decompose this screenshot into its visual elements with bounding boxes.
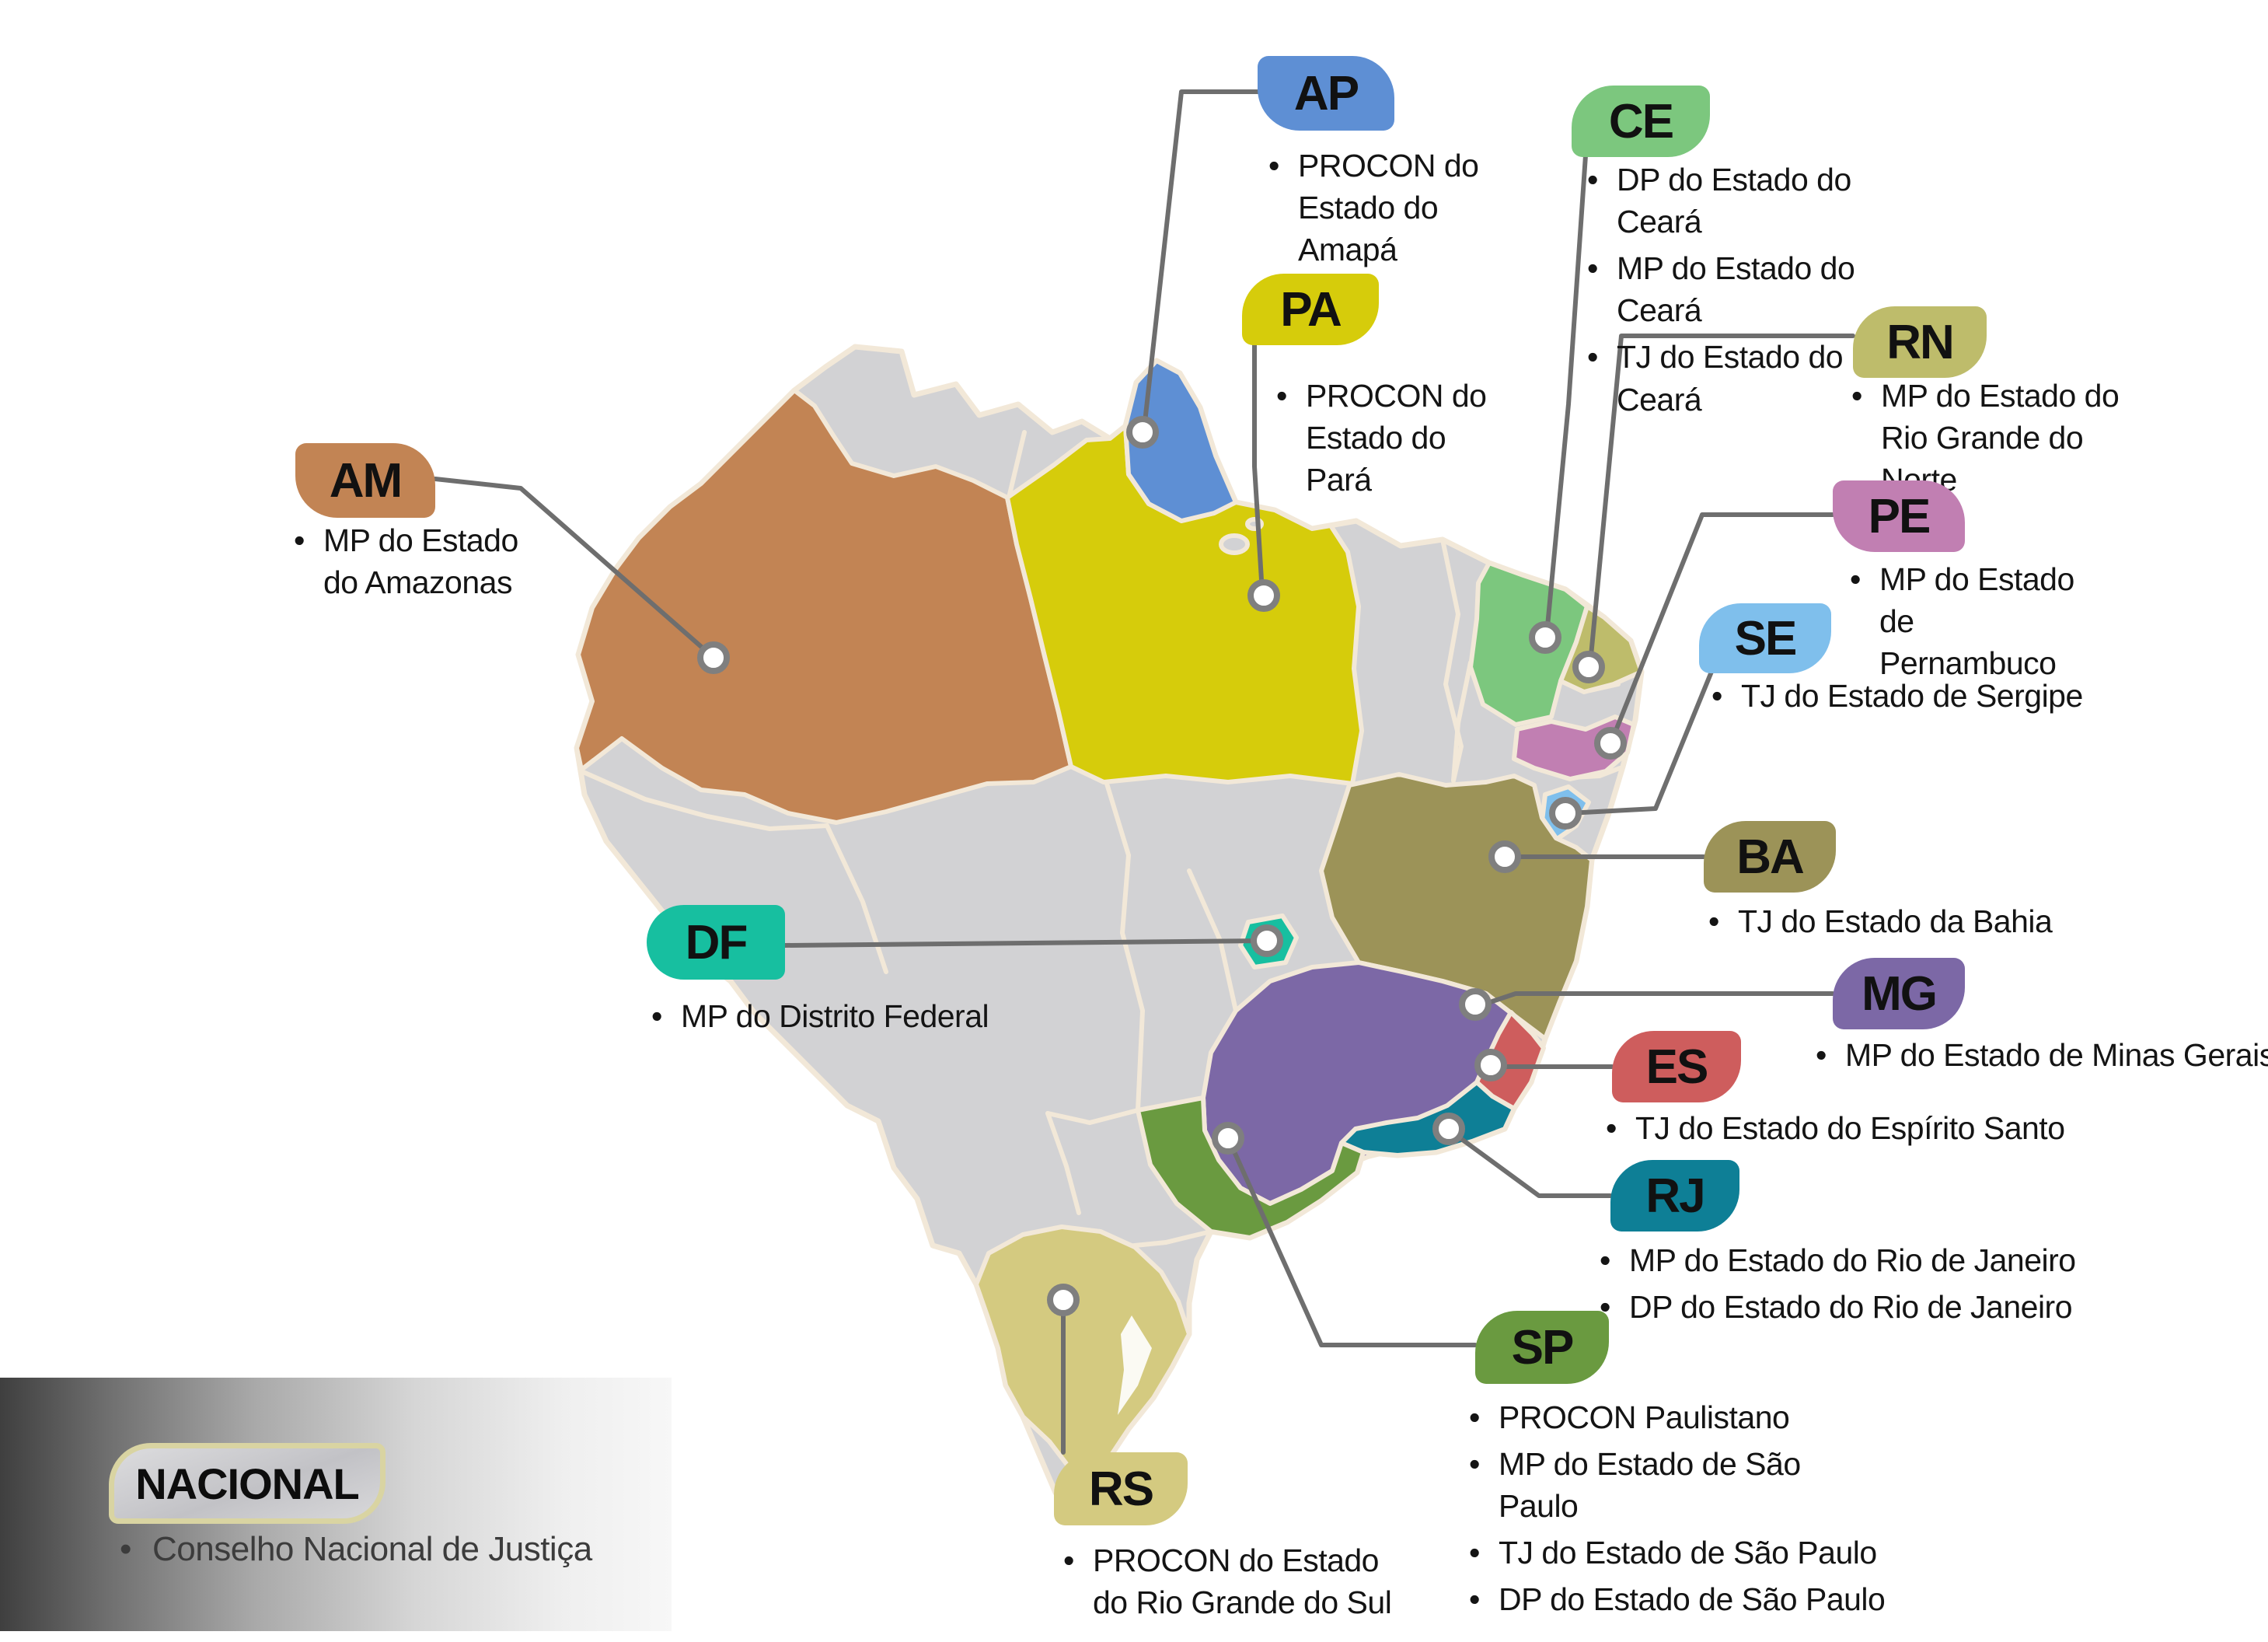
institution-item: PROCON Paulistano bbox=[1467, 1396, 1887, 1438]
state-shape-sp bbox=[1136, 1095, 1366, 1240]
institution-item: Conselho Nacional de Justiça bbox=[118, 1530, 631, 1569]
state-badge-se: SE bbox=[1699, 603, 1831, 673]
state-institutions-ce: DP do Estado do CearáMP do Estado do Cea… bbox=[1586, 159, 1928, 425]
state-badge-ap: AP bbox=[1258, 56, 1394, 131]
state-badge-rn: RN bbox=[1853, 306, 1987, 378]
state-institutions-se: TJ do Estado de Sergipe bbox=[1710, 675, 2091, 721]
marker-pe bbox=[1594, 727, 1627, 760]
state-institutions-ap: PROCON do Estado do Amapá bbox=[1267, 145, 1508, 275]
marker-rn bbox=[1572, 651, 1605, 683]
institution-item: DP do Estado de São Paulo bbox=[1467, 1578, 1887, 1620]
institution-item: TJ do Estado de Sergipe bbox=[1710, 675, 2091, 717]
institution-item: PROCON do Estado do Rio Grande do Sul bbox=[1062, 1539, 1404, 1623]
state-institutions-ba: TJ do Estado da Bahia bbox=[1707, 900, 2057, 947]
connector-df bbox=[783, 938, 1269, 948]
institution-item: MP do Estado de Minas Gerais bbox=[1814, 1034, 2268, 1076]
state-badge-mg: MG bbox=[1833, 958, 1965, 1029]
state-badge-ce: CE bbox=[1572, 86, 1710, 157]
institution-item: PROCON do Estado do Amapá bbox=[1267, 145, 1508, 271]
state-institutions-es: TJ do Estado do Espírito Santo bbox=[1604, 1107, 2071, 1154]
state-badge-es: ES bbox=[1612, 1031, 1741, 1102]
institution-item: MP do Estado do Amazonas bbox=[292, 519, 533, 603]
state-badge-sp: SP bbox=[1475, 1311, 1609, 1384]
connector-pe bbox=[1610, 512, 1835, 742]
marker-pa bbox=[1247, 579, 1280, 612]
state-institutions-rs: PROCON do Estado do Rio Grande do Sul bbox=[1062, 1539, 1404, 1628]
institution-item: MP do Distrito Federal bbox=[650, 995, 1000, 1037]
connector-ap bbox=[1142, 89, 1260, 431]
state-institutions-df: MP do Distrito Federal bbox=[650, 995, 1000, 1042]
state-shape-rj bbox=[1339, 1080, 1516, 1158]
marker-rj bbox=[1432, 1113, 1465, 1145]
marajo-island bbox=[1219, 533, 1250, 555]
state-badge-rs: RS bbox=[1054, 1452, 1188, 1525]
marker-df bbox=[1251, 924, 1283, 957]
marker-se bbox=[1549, 797, 1582, 830]
state-badge-pa: PA bbox=[1242, 274, 1379, 345]
connector-sp bbox=[1227, 1139, 1478, 1347]
marker-am bbox=[697, 641, 730, 674]
institution-item: MP do Estado de Pernambuco bbox=[1848, 558, 2097, 684]
state-institutions-pa: PROCON do Estado do Pará bbox=[1275, 375, 1516, 505]
institution-item: MP do Estado do Rio de Janeiro bbox=[1598, 1239, 2080, 1281]
state-institutions-rj: MP do Estado do Rio de Janeiro DP do Esta… bbox=[1598, 1239, 2080, 1333]
marker-ap bbox=[1126, 416, 1159, 449]
marker-ba bbox=[1488, 840, 1521, 873]
state-shape-ba bbox=[1319, 772, 1594, 1041]
state-institutions-am: MP do Estado do Amazonas bbox=[292, 519, 533, 608]
state-badge-ba: BA bbox=[1704, 821, 1836, 893]
institution-item: TJ do Estado de São Paulo bbox=[1467, 1532, 1887, 1574]
state-badge-am: AM bbox=[295, 443, 435, 518]
marker-sp bbox=[1212, 1122, 1244, 1155]
location-markers bbox=[697, 416, 1627, 1316]
state-badge-df: DF bbox=[647, 905, 785, 980]
state-shape-am bbox=[574, 388, 1073, 825]
state-shape-ce bbox=[1468, 561, 1589, 727]
national-badge-label: NACIONAL bbox=[135, 1459, 360, 1508]
state-institutions-mg: MP do Estado de Minas Gerais bbox=[1814, 1034, 2268, 1081]
institution-item: DP do Estado do Ceará bbox=[1586, 159, 1928, 243]
state-institutions-pe: MP do Estado de Pernambuco bbox=[1848, 558, 2097, 689]
institution-item: TJ do Estado da Bahia bbox=[1707, 900, 2057, 942]
institution-item: PROCON do Estado do Pará bbox=[1275, 375, 1516, 501]
marker-mg bbox=[1459, 988, 1492, 1021]
state-institutions-sp: PROCON Paulistano MP do Estado de São Pau… bbox=[1467, 1396, 1887, 1626]
institution-item: MP do Estado de São Paulo bbox=[1467, 1443, 1887, 1527]
state-badge-pe: PE bbox=[1833, 480, 1965, 552]
state-institutions-rn: MP do Estado do Rio Grande do Norte bbox=[1850, 375, 2161, 505]
institution-item: TJ do Estado do Ceará bbox=[1586, 336, 1928, 420]
institution-item: DP do Estado do Rio de Janeiro bbox=[1598, 1286, 2080, 1328]
connector-rj bbox=[1450, 1130, 1613, 1198]
institution-item: MP do Estado do Rio Grande do Norte bbox=[1850, 375, 2161, 501]
marker-es bbox=[1474, 1049, 1507, 1081]
national-badge: NACIONAL bbox=[109, 1443, 386, 1524]
connector-ce bbox=[1544, 153, 1588, 637]
connector-pa bbox=[1252, 341, 1265, 595]
connector-am bbox=[433, 477, 714, 659]
marker-ce bbox=[1529, 621, 1561, 654]
institution-item: TJ do Estado do Espírito Santo bbox=[1604, 1107, 2071, 1149]
connector-se bbox=[1566, 669, 1714, 816]
rs-lagoon bbox=[1118, 1315, 1152, 1415]
institution-item: MP do Estado do Ceará bbox=[1586, 247, 1928, 331]
state-badge-rj: RJ bbox=[1610, 1160, 1739, 1232]
marker-rs bbox=[1047, 1284, 1080, 1316]
national-institutions: Conselho Nacional de Justiça bbox=[118, 1530, 631, 1569]
